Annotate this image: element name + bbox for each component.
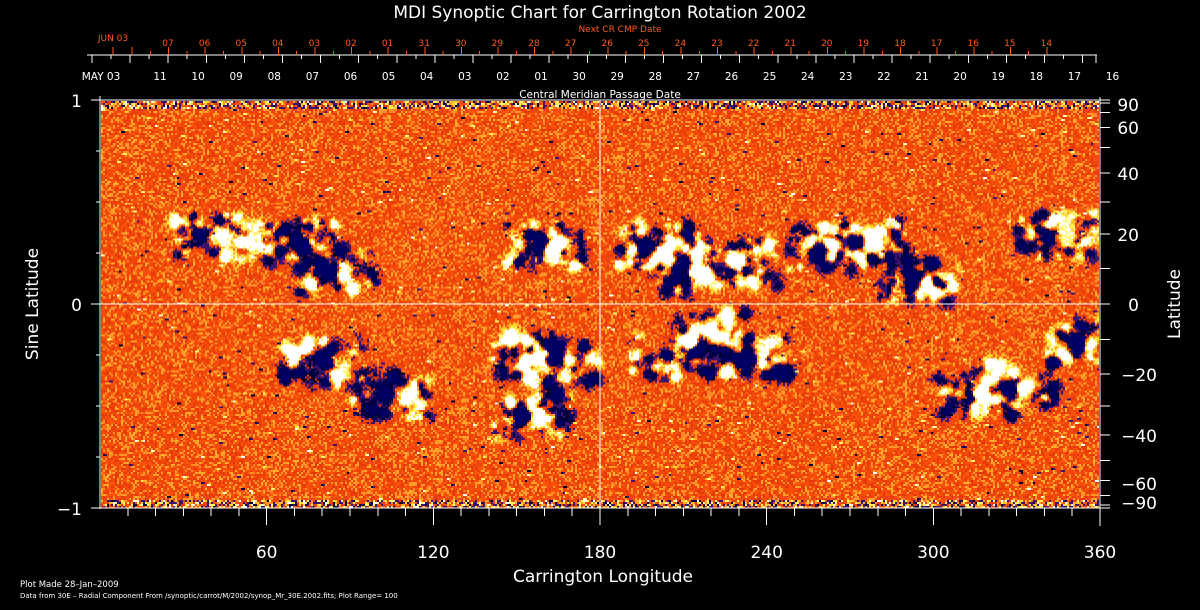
right-tick-label: −40	[1121, 427, 1157, 447]
cmp-date-label: 07	[306, 71, 319, 83]
left-axis-title: Sine Latitude	[23, 248, 43, 360]
next-cr-date-label: 03	[309, 39, 320, 49]
next-cr-start-label: JUN 03	[97, 34, 128, 44]
cmp-date-label: 01	[534, 71, 547, 83]
cmp-axis-label: Central Meridian Passage Date	[519, 89, 681, 101]
chart-title: MDI Synoptic Chart for Carrington Rotati…	[393, 3, 806, 23]
x-tick-label: 60	[256, 543, 278, 563]
cmp-date-label: 18	[1030, 71, 1043, 83]
next-cr-date-label: 25	[638, 39, 649, 49]
next-cr-date-label: 04	[272, 39, 284, 49]
cmp-date-label: 03	[458, 71, 471, 83]
next-cr-date-label: 23	[711, 39, 722, 49]
cmp-date-label: 19	[992, 71, 1005, 83]
right-tick-label: −20	[1121, 366, 1157, 386]
left-tick-label: 1	[71, 92, 82, 112]
next-cr-date-label: 29	[492, 39, 504, 49]
next-cr-date-label: 05	[235, 39, 246, 49]
cmp-date-label: 24	[801, 71, 815, 83]
cmp-date-label: 23	[839, 71, 852, 83]
next-cr-date-label: 16	[967, 39, 979, 49]
next-cr-date-label: 22	[748, 39, 759, 49]
cmp-date-label: 04	[420, 71, 434, 83]
right-tick-label: −60	[1121, 475, 1157, 495]
left-sine-latitude-axis: 1 0 −1	[57, 92, 100, 520]
cmp-date-label: 05	[382, 71, 395, 83]
next-cr-date-label: 26	[601, 39, 613, 49]
x-tick-label: 120	[417, 543, 449, 563]
cmp-date-label: 22	[877, 71, 890, 83]
x-tick-label: 300	[917, 543, 949, 563]
cmp-date-label: 28	[649, 71, 662, 83]
left-tick-label: −1	[57, 500, 82, 520]
right-tick-label: 60	[1117, 119, 1139, 139]
next-cr-date-label: 20	[821, 39, 833, 49]
x-tick-label: 240	[750, 543, 782, 563]
cmp-date-label: 20	[953, 71, 966, 83]
cmp-date-label: 25	[763, 71, 776, 83]
cmp-date-label: 02	[496, 71, 509, 83]
cmp-start-label: MAY 03	[82, 71, 121, 83]
next-cr-date-label: 31	[418, 39, 429, 49]
top-date-axis: 11 10 09 08 07 06 05 04 03 02 01 30 29 28 27 26 25 24 23 22…	[87, 39, 1119, 83]
next-cr-date-label: 28	[528, 39, 540, 49]
next-cr-axis-label: Next CR CMP Date	[578, 25, 662, 35]
next-cr-date-label: 21	[784, 39, 795, 49]
data-source-note: Data from 30E – Radial Component From /s…	[20, 592, 398, 600]
x-tick-label: 180	[584, 543, 616, 563]
right-tick-label: 0	[1128, 296, 1139, 316]
cmp-date-label: 09	[230, 71, 243, 83]
x-tick-label: 360	[1084, 543, 1116, 563]
next-cr-date-label: 27	[565, 39, 576, 49]
next-cr-date-label: 07	[162, 39, 173, 49]
cmp-date-label: 30	[572, 71, 585, 83]
next-cr-date-label: 17	[931, 39, 942, 49]
right-tick-label: 20	[1117, 226, 1139, 246]
right-tick-label: −90	[1121, 494, 1157, 514]
cmp-date-label: 21	[915, 71, 928, 83]
next-cr-date-label: 02	[345, 39, 356, 49]
bottom-longitude-axis: 60 120 180 240 300 360	[127, 508, 1116, 563]
cmp-date-label: 08	[268, 71, 281, 83]
next-cr-date-label: 18	[894, 39, 906, 49]
next-cr-date-label: 14	[1041, 39, 1053, 49]
cmp-date-label: 26	[725, 71, 739, 83]
plot-frame	[99, 96, 1101, 526]
plot-made-date: Plot Made 28–Jan–2009	[20, 580, 119, 590]
next-cr-date-label: 01	[382, 39, 393, 49]
next-cr-date-label: 06	[199, 39, 211, 49]
right-latitude-axis: 90 60 40 20 0 −20 −40 −60−90	[1100, 96, 1157, 514]
cmp-date-label: 29	[611, 71, 624, 83]
right-tick-label: 90	[1117, 96, 1139, 116]
x-axis-title: Carrington Longitude	[513, 567, 693, 587]
next-cr-date-label: 24	[675, 39, 687, 49]
cmp-date-label: 10	[191, 71, 204, 83]
cmp-date-label: 11	[153, 71, 166, 83]
next-cr-date-label: 19	[858, 39, 870, 49]
right-axis-title: Latitude	[1165, 269, 1185, 339]
next-cr-date-label: 30	[455, 39, 467, 49]
cmp-date-label: 17	[1068, 71, 1081, 83]
left-tick-label: 0	[71, 296, 82, 316]
cmp-date-label: 06	[344, 71, 358, 83]
cmp-date-label: 16	[1106, 71, 1120, 83]
next-cr-date-label: 15	[1004, 39, 1015, 49]
right-tick-label: 40	[1117, 165, 1139, 185]
cmp-date-label: 27	[687, 71, 700, 83]
